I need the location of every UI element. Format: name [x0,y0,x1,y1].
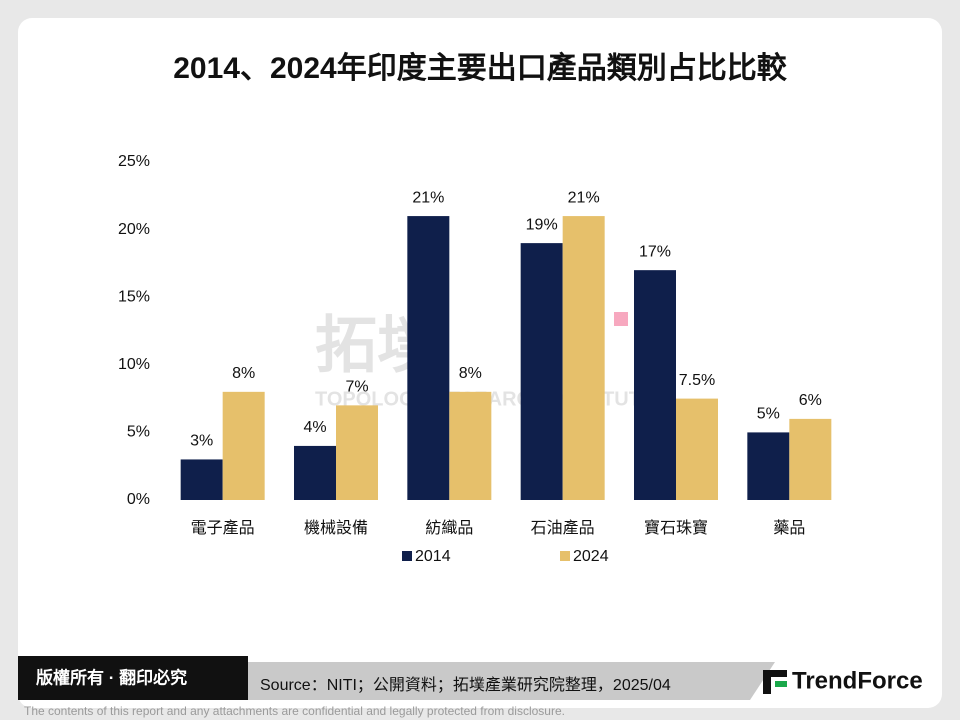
legend-swatch [402,551,412,561]
x-tick-label: 機械設備 [304,519,368,537]
value-label: 21% [412,189,444,206]
brand-icon [763,670,787,694]
value-label: 17% [639,243,671,260]
bar [222,391,265,500]
value-label: 6% [799,392,822,409]
bar [634,270,676,500]
x-tick-label: 石油產品 [531,519,595,537]
value-label: 3% [190,433,213,450]
value-label: 21% [568,189,600,206]
card [18,18,942,708]
bar [676,398,718,500]
x-tick-label: 紡織品 [425,519,473,537]
legend-swatch [560,551,570,561]
disclaimer: The contents of this report and any atta… [24,704,565,718]
bar [449,391,492,500]
y-tick-label: 10% [118,356,150,373]
y-tick-label: 20% [118,221,150,238]
source: Source：NITI；公開資料；拓墣產業研究院整理，2025/04 [260,676,671,694]
bar [747,432,790,500]
value-label: 5% [757,406,780,423]
copyright-box [18,656,248,700]
bar [789,418,832,500]
value-label: 4% [303,419,326,436]
bar [407,216,450,500]
y-tick-label: 5% [127,424,150,441]
legend-label: 2014 [415,548,451,565]
value-label: 19% [526,216,558,233]
value-label: 8% [459,365,482,382]
y-tick-label: 15% [118,288,150,305]
x-tick-label: 寶石珠寶 [644,518,708,537]
source-band [248,662,775,700]
value-label: 8% [232,365,255,382]
bar [562,216,605,500]
y-tick-label: 0% [127,491,150,508]
value-label: 7.5% [679,372,715,389]
bar [180,459,223,500]
y-tick-label: 25% [118,153,150,170]
legend-label: 2024 [573,548,609,565]
bar [294,445,336,500]
chart-title: 2014、2024年印度主要出口產品類別占比比較 [173,51,787,85]
bar [336,405,378,500]
plot: 0% 5% 10% 15% 20% 25% 電子產品 3% 8% 機械設備 4% 7% 紡織品 21% 8%… [118,153,832,565]
x-tick-label: 電子產品 [191,519,255,537]
bar [520,243,563,500]
copyright: 版權所有 · 翻印必究 [36,667,187,687]
brand: TrendForce [792,667,923,694]
x-tick-label: 藥品 [773,519,805,537]
watermark-dot [614,312,628,326]
value-label: 7% [345,379,368,396]
